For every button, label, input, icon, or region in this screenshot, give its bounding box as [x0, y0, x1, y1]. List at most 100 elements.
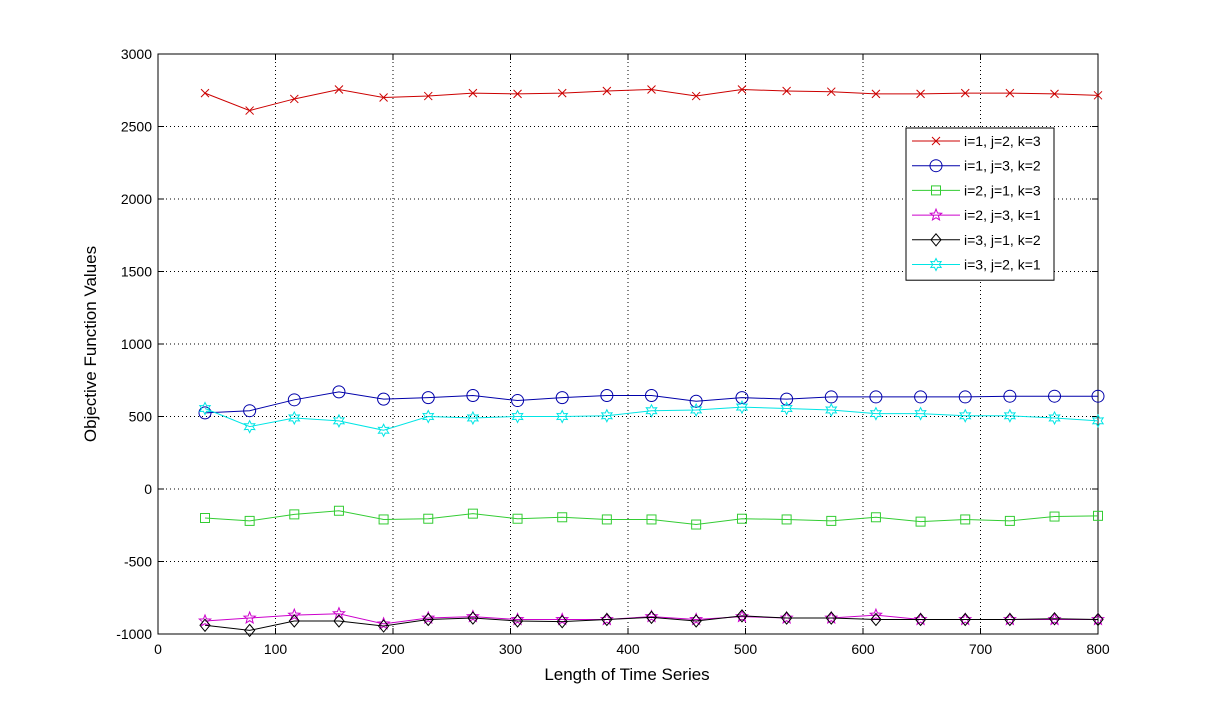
- series-line: [204, 391, 1098, 414]
- data-point: [1091, 413, 1105, 428]
- data-point: [1005, 88, 1015, 98]
- data-point: [824, 610, 839, 625]
- y-tick-label: 0: [144, 481, 152, 497]
- data-point: [377, 392, 391, 406]
- x-tick-label: 500: [734, 641, 758, 657]
- data-point: [331, 606, 346, 620]
- data-point: [332, 385, 346, 399]
- x-tick-label: 800: [1086, 641, 1110, 657]
- legend-marker: [930, 233, 942, 247]
- data-point: [647, 85, 656, 94]
- legend-item: i=2, j=1, k=3: [912, 182, 1041, 198]
- data-point: [600, 388, 614, 402]
- data-point: [915, 516, 926, 527]
- data-point: [601, 514, 612, 525]
- data-point: [1050, 89, 1059, 99]
- y-tick-label: 1000: [121, 336, 152, 352]
- data-point: [422, 409, 435, 424]
- x-tick-label: 600: [851, 641, 875, 657]
- data-point: [511, 394, 525, 408]
- data-point: [781, 514, 792, 525]
- data-point: [555, 391, 569, 405]
- legend-label: i=3, j=1, k=2: [964, 232, 1041, 248]
- data-point: [1092, 612, 1104, 627]
- legend-label: i=2, j=3, k=1: [964, 207, 1041, 223]
- legend-marker: [931, 136, 941, 146]
- data-point: [871, 89, 881, 99]
- series-3: [200, 505, 1103, 530]
- data-point: [468, 88, 478, 98]
- data-point: [645, 403, 658, 418]
- data-point: [960, 88, 970, 98]
- data-point: [1049, 511, 1060, 522]
- series-line: [204, 615, 1099, 631]
- y-tick-label: -500: [124, 554, 152, 570]
- data-point: [1091, 389, 1105, 403]
- data-point: [825, 611, 837, 625]
- data-point: [826, 515, 837, 526]
- y-tick-label: 3000: [121, 46, 152, 62]
- data-point: [332, 413, 346, 428]
- data-point: [779, 610, 794, 625]
- data-point: [465, 609, 480, 623]
- data-point: [243, 419, 256, 434]
- data-point: [287, 393, 301, 407]
- data-point: [870, 612, 882, 627]
- data-point: [645, 388, 658, 402]
- data-point: [287, 607, 302, 622]
- data-point: [737, 85, 747, 94]
- data-point: [825, 402, 838, 418]
- data-point: [690, 614, 702, 628]
- data-point: [513, 89, 522, 99]
- data-point: [466, 388, 480, 402]
- data-point: [244, 515, 255, 526]
- legend-label: i=1, j=3, k=2: [964, 158, 1041, 174]
- data-point: [1004, 515, 1015, 526]
- x-tick-label: 200: [381, 641, 405, 657]
- data-point: [198, 401, 212, 416]
- data-point: [557, 88, 567, 98]
- data-point: [736, 609, 748, 623]
- data-point: [512, 513, 523, 524]
- data-point: [689, 612, 704, 626]
- data-point: [423, 91, 433, 101]
- x-axis-label: Length of Time Series: [544, 665, 709, 684]
- data-point: [245, 106, 255, 115]
- data-point: [601, 612, 613, 627]
- data-point: [466, 410, 480, 426]
- y-tick-label: -1000: [116, 626, 152, 642]
- data-point: [200, 513, 210, 523]
- x-tick-label: 100: [264, 641, 288, 657]
- data-point: [646, 514, 657, 525]
- legend-label: i=3, j=2, k=1: [964, 257, 1041, 273]
- data-point: [242, 610, 257, 625]
- data-point: [645, 610, 658, 625]
- data-point: [914, 406, 927, 421]
- data-point: [333, 614, 345, 628]
- data-point: [735, 391, 749, 405]
- data-point: [958, 390, 972, 404]
- data-point: [200, 88, 210, 98]
- data-point: [334, 85, 344, 94]
- legend-label: i=2, j=1, k=3: [964, 182, 1041, 198]
- legend-item: i=3, j=2, k=1: [912, 257, 1041, 273]
- legend-marker: [928, 207, 944, 222]
- y-tick-label: 1500: [121, 264, 152, 280]
- legend-box: [905, 127, 1055, 281]
- data-point: [735, 399, 749, 415]
- data-point: [868, 607, 883, 622]
- data-point: [1003, 408, 1017, 423]
- y-axis-label: Objective Function Values: [81, 246, 100, 442]
- data-point: [780, 392, 794, 406]
- x-tick-label: 300: [499, 641, 523, 657]
- data-point: [870, 512, 881, 523]
- data-point: [691, 519, 702, 530]
- data-point: [736, 513, 747, 524]
- legend-marker: [929, 257, 943, 272]
- data-point: [689, 394, 703, 408]
- data-point: [644, 609, 659, 623]
- data-point: [510, 612, 525, 626]
- data-point: [780, 401, 793, 416]
